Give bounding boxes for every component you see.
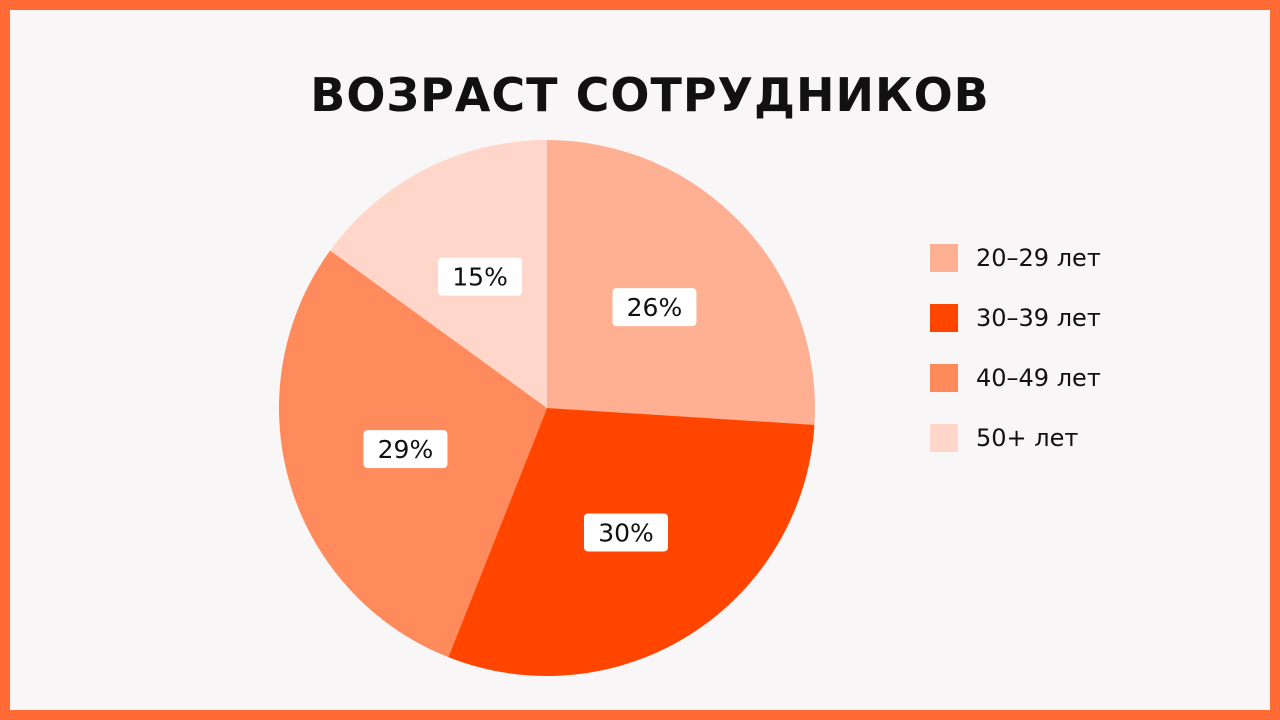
legend-swatch-50-plus <box>930 424 958 452</box>
data-label-text: 15% <box>452 263 508 292</box>
legend-label-20-29: 20–29 лет <box>976 244 1101 272</box>
legend-swatch-40-49 <box>930 364 958 392</box>
pie-slice-20-29 <box>547 140 815 425</box>
legend-item-30-39: 30–39 лет <box>930 300 1101 336</box>
legend-label-30-39: 30–39 лет <box>976 304 1101 332</box>
data-label-box <box>438 257 523 296</box>
data-label-box <box>363 430 448 469</box>
data-label-40-49: 29% <box>363 430 448 469</box>
chart-title: ВОЗРАСТ СОТРУДНИКОВ <box>310 68 990 122</box>
legend-label-50-plus: 50+ лет <box>976 424 1079 452</box>
legend: 20–29 лет 30–39 лет 40–49 лет 50+ лет <box>930 240 1101 480</box>
data-label-50-plus: 15% <box>438 257 523 296</box>
data-label-text: 29% <box>378 435 434 464</box>
legend-swatch-20-29 <box>930 244 958 272</box>
data-label-text: 26% <box>627 293 683 322</box>
legend-item-50-plus: 50+ лет <box>930 420 1101 456</box>
legend-swatch-30-39 <box>930 304 958 332</box>
legend-item-20-29: 20–29 лет <box>930 240 1101 276</box>
legend-item-40-49: 40–49 лет <box>930 360 1101 396</box>
legend-label-40-49: 40–49 лет <box>976 364 1101 392</box>
pie-chart: 26% 30% 29% 15% <box>278 140 815 677</box>
data-label-30-39: 30% <box>583 513 668 552</box>
data-label-text: 30% <box>598 518 654 547</box>
data-label-box <box>612 288 697 327</box>
data-label-20-29: 26% <box>612 288 697 327</box>
data-label-box <box>583 513 668 552</box>
